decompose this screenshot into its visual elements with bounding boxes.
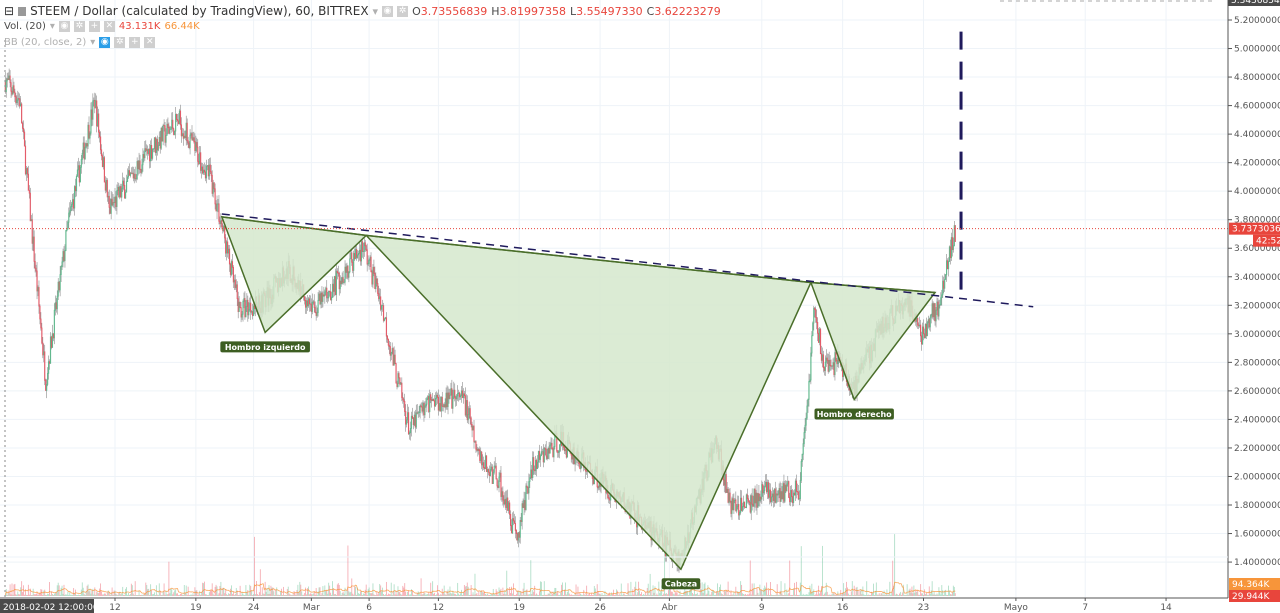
- time-tick-label: 12: [109, 603, 120, 613]
- price-tick-label: 3.00000000: [1234, 330, 1280, 340]
- eye-icon[interactable]: ◉: [58, 21, 70, 32]
- price-tick-label: 3.20000000: [1234, 301, 1280, 311]
- time-tick-label: Mar: [303, 603, 320, 613]
- symbol-icon: [18, 6, 27, 16]
- price-tick-label: 3.60000000: [1234, 244, 1280, 254]
- neckline-dashed: [221, 213, 1034, 308]
- bar-countdown-label: 42:52: [1253, 234, 1280, 247]
- price-tick-label: 4.80000000: [1234, 73, 1280, 83]
- bb-legend: BB (20, close, 2) ▾ ◉ ✲ + ✕: [4, 37, 156, 48]
- time-tick-label: 19: [514, 603, 526, 613]
- time-cursor-label-bg: [0, 599, 94, 613]
- pattern-label: Hombro izquierdo: [220, 341, 310, 353]
- price-tick-label: 4.20000000: [1234, 159, 1280, 169]
- volume-ma-label: 94.364K: [1229, 578, 1280, 590]
- close-icon[interactable]: ✕: [103, 21, 115, 32]
- ohlc-high: H3.81997358: [491, 4, 566, 18]
- pattern-label-bg: [814, 408, 894, 420]
- gear-icon[interactable]: ✲: [397, 5, 409, 17]
- volume-label: 29.944K: [1229, 590, 1280, 602]
- chevron-down-icon[interactable]: ▾: [49, 21, 55, 32]
- price-tick-label: 3.80000000: [1234, 216, 1280, 226]
- price-tick-label: 1.60000000: [1234, 530, 1280, 540]
- pattern-label-bg: [661, 578, 701, 590]
- volume-label-text: 29.944K: [1232, 592, 1270, 602]
- time-tick-label: Mayo: [1004, 603, 1029, 613]
- volume-ma-label-text: 94.364K: [1232, 580, 1270, 590]
- time-tick-label: 26: [594, 603, 606, 613]
- top-price-label-bg: [1228, 0, 1280, 6]
- time-tick-label: Abr: [662, 603, 678, 613]
- ohlc-close: C3.62223279: [646, 4, 721, 18]
- volume-label: Vol. (20): [4, 21, 46, 32]
- pattern-label: Cabeza: [661, 578, 701, 590]
- volume-value: 43.131K: [118, 21, 161, 32]
- price-tick-label: 2.60000000: [1234, 387, 1280, 397]
- eye-icon[interactable]: ◉: [382, 5, 394, 17]
- price-tick-label: 5.00000000: [1234, 45, 1280, 55]
- pattern-triangle: [364, 234, 812, 571]
- symbol-title: STEEM / Dollar (calculated by TradingVie…: [30, 4, 369, 18]
- current-price-label-text: 3.73730360: [1232, 225, 1280, 235]
- gear-icon[interactable]: ✲: [114, 37, 126, 48]
- price-tick-label: 1.80000000: [1234, 501, 1280, 511]
- current-price-label: 3.73730360: [1229, 222, 1280, 235]
- price-tick-label: 3.40000000: [1234, 273, 1280, 283]
- price-tick-label: 1.40000000: [1234, 558, 1280, 568]
- time-tick-label: 24: [248, 603, 260, 613]
- volume-ma-line: [4, 581, 956, 596]
- bar-countdown-label-bg: [1253, 234, 1280, 247]
- pattern-triangle: [809, 281, 937, 401]
- pattern-label-bg: [220, 341, 310, 353]
- pattern-label-text: Cabeza: [665, 580, 697, 589]
- time-tick-label: 12: [433, 603, 444, 613]
- time-tick-label: 6: [366, 603, 372, 613]
- volume-legend: Vol. (20) ▾ ◉ ✲ + ✕ 43.131K 66.44K: [4, 21, 200, 32]
- neckline-solid: [221, 216, 936, 294]
- chevron-down-icon[interactable]: ▾: [372, 4, 379, 18]
- ohlc-low: L3.55497330: [570, 4, 643, 18]
- time-tick-label: 7: [1082, 603, 1088, 613]
- time-tick-label: 23: [918, 603, 929, 613]
- pattern-label-text: Hombro izquierdo: [225, 343, 306, 352]
- top-price-label-text: 5.34368540: [1231, 0, 1280, 6]
- bb-label: BB (20, close, 2): [4, 37, 87, 48]
- chevron-down-icon[interactable]: ▾: [90, 37, 96, 48]
- time-cursor-label-text: 2018-02-02 12:00:00: [3, 603, 99, 613]
- plus-icon[interactable]: +: [129, 37, 141, 48]
- price-tick-label: 4.40000000: [1234, 130, 1280, 140]
- plus-icon[interactable]: +: [88, 21, 100, 32]
- top-price-label: 5.34368540: [1228, 0, 1280, 6]
- volume-bars: [4, 534, 956, 596]
- gear-icon[interactable]: ✲: [73, 21, 85, 32]
- price-tick-label: 2.40000000: [1234, 415, 1280, 425]
- time-tick-label: 19: [190, 603, 202, 613]
- time-tick-label: 9: [759, 603, 765, 613]
- price-tick-label: 4.60000000: [1234, 102, 1280, 112]
- price-axis: [1228, 0, 1280, 613]
- volume-ma-value: 66.44K: [164, 21, 200, 32]
- time-tick-label: 16: [837, 603, 849, 613]
- volume-ma-label-bg: [1229, 578, 1280, 590]
- price-tick-label: 5.20000000: [1234, 16, 1280, 26]
- current-price-label-bg: [1229, 222, 1280, 235]
- pattern-label-text: Hombro derecho: [817, 410, 892, 419]
- time-cursor-label: 2018-02-02 12:00:00: [0, 599, 99, 613]
- close-icon[interactable]: ✕: [144, 37, 156, 48]
- ohlc-open: O3.73556839: [412, 4, 488, 18]
- volume-label-bg: [1229, 590, 1280, 602]
- bar-countdown-label-text: 42:52: [1256, 237, 1280, 247]
- pattern-label: Hombro derecho: [814, 408, 894, 420]
- price-tick-label: 2.00000000: [1234, 472, 1280, 482]
- symbol-legend: ⊟ STEEM / Dollar (calculated by TradingV…: [4, 4, 721, 18]
- time-tick-label: 14: [1160, 603, 1172, 613]
- collapse-icon[interactable]: ⊟: [4, 4, 15, 18]
- eye-icon[interactable]: ◉: [99, 37, 111, 48]
- price-tick-label: 2.20000000: [1234, 444, 1280, 454]
- price-tick-label: 2.80000000: [1234, 358, 1280, 368]
- price-tick-label: 4.00000000: [1234, 187, 1280, 197]
